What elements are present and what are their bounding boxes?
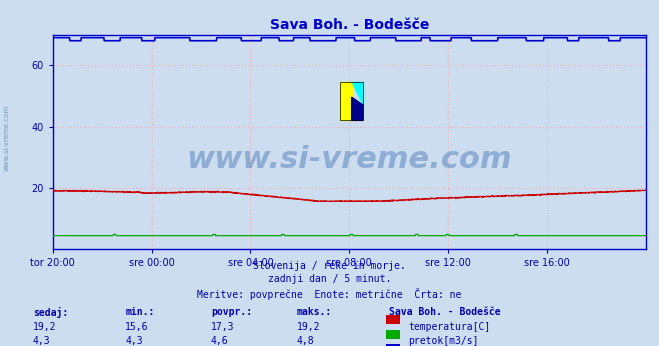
Text: maks.:: maks.: [297,307,331,317]
Text: 15,6: 15,6 [125,322,149,332]
Bar [340,82,352,120]
Text: temperatura[C]: temperatura[C] [409,322,491,332]
Text: 4,3: 4,3 [125,336,143,346]
Text: pretok[m3/s]: pretok[m3/s] [409,336,479,346]
Text: zadnji dan / 5 minut.: zadnji dan / 5 minut. [268,274,391,284]
Polygon shape [352,97,363,120]
Text: Sava Boh. - Bodešče: Sava Boh. - Bodešče [389,307,500,317]
Text: Slovenija / reke in morje.: Slovenija / reke in morje. [253,261,406,271]
Text: www.si-vreme.com: www.si-vreme.com [3,105,9,172]
Text: 4,8: 4,8 [297,336,314,346]
Text: Meritve: povprečne  Enote: metrične  Črta: ne: Meritve: povprečne Enote: metrične Črta:… [197,288,462,300]
Text: sedaj:: sedaj: [33,307,68,318]
Text: 4,6: 4,6 [211,336,229,346]
Text: 17,3: 17,3 [211,322,235,332]
Text: www.si-vreme.com: www.si-vreme.com [186,145,512,174]
Polygon shape [352,82,363,105]
Title: Sava Boh. - Bodešče: Sava Boh. - Bodešče [270,18,429,32]
Text: 19,2: 19,2 [33,322,57,332]
Text: 4,3: 4,3 [33,336,51,346]
Text: 19,2: 19,2 [297,322,320,332]
Text: min.:: min.: [125,307,155,317]
Bar [340,82,363,120]
Text: povpr.:: povpr.: [211,307,252,317]
